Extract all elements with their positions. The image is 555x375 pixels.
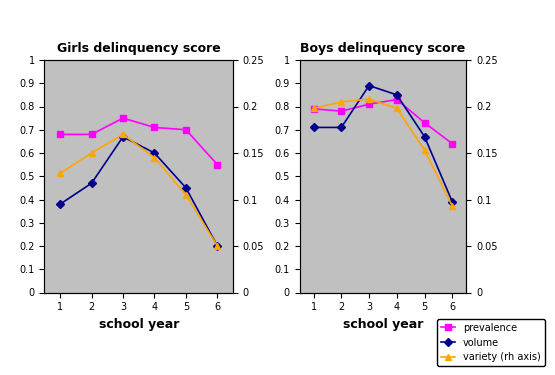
X-axis label: school year: school year [99,318,179,331]
Title: Girls delinquency score: Girls delinquency score [57,42,221,55]
Title: Boys delinquency score: Boys delinquency score [300,42,466,55]
Legend: prevalence, volume, variety (rh axis): prevalence, volume, variety (rh axis) [437,319,544,366]
X-axis label: school year: school year [343,318,423,331]
